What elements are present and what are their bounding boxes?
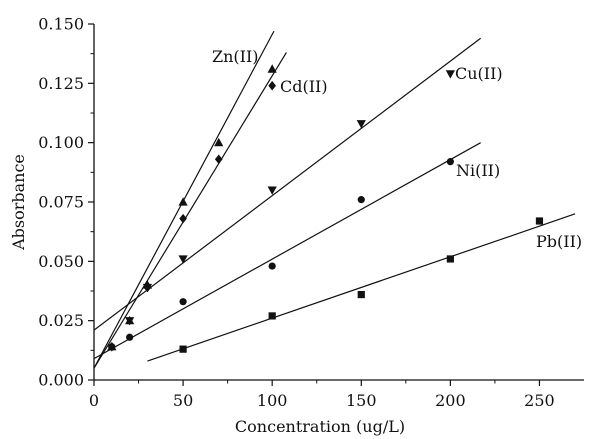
- fit-line-cdii: [93, 52, 287, 369]
- data-point-cuii: [178, 255, 188, 264]
- data-point-cuii: [125, 317, 135, 326]
- series-labels: Zn(II) Cd(II) Cu(II) Ni(II) Pb(II): [212, 47, 582, 251]
- data-point-cuii: [142, 283, 153, 293]
- x-tick-label: 0: [89, 391, 99, 410]
- data-point-pbii: [535, 217, 544, 225]
- y-tick-label: 0.100: [38, 133, 84, 152]
- fit-line-cuii: [93, 37, 482, 331]
- data-point-cuii: [445, 70, 455, 79]
- plot-frame: [93, 24, 584, 381]
- data-markers: [107, 64, 544, 353]
- data-point-niii: [446, 158, 454, 166]
- y-axis-title: Absorbance: [9, 154, 28, 251]
- y-tick-label: 0.075: [38, 193, 84, 212]
- x-tick-label: 250: [524, 391, 555, 410]
- series-label-ni: Ni(II): [456, 161, 500, 180]
- x-axis-ticks: 0 50 100 150 200 250: [89, 380, 555, 410]
- x-tick-label: 200: [435, 391, 466, 410]
- fit-line-niii: [93, 142, 481, 360]
- data-point-pbii: [446, 255, 454, 263]
- data-point-niii: [108, 343, 116, 351]
- data-point-znii: [178, 197, 188, 206]
- data-point-niii: [357, 196, 365, 204]
- x-tick-label: 150: [346, 391, 377, 410]
- data-point-cuii: [356, 120, 366, 129]
- data-point-cdii: [214, 154, 223, 165]
- y-tick-label: 0.025: [38, 311, 84, 330]
- data-point-pbii: [268, 312, 276, 320]
- y-tick-label: 0.125: [38, 74, 84, 93]
- fit-lines: [93, 30, 576, 369]
- y-axis-ticks: 0.000 0.025 0.050 0.075 0.100 0.125 0.150: [38, 15, 94, 390]
- data-point-pbii: [179, 345, 187, 353]
- x-axis-title: Concentration (ug/L): [235, 417, 405, 436]
- data-point-cdii: [179, 213, 187, 224]
- data-point-znii: [214, 137, 224, 147]
- y-tick-label: 0.050: [38, 252, 84, 271]
- data-point-niii: [268, 262, 276, 270]
- y-tick-label: 0.000: [38, 371, 84, 390]
- x-tick-label: 50: [173, 391, 193, 410]
- y-tick-label: 0.150: [38, 15, 84, 34]
- data-point-cuii: [267, 186, 277, 195]
- data-point-niii: [126, 333, 134, 341]
- data-point-pbii: [357, 290, 365, 299]
- fit-line-pbii: [147, 213, 576, 362]
- series-label-cd: Cd(II): [280, 77, 328, 96]
- series-label-pb: Pb(II): [536, 232, 582, 251]
- data-point-cdii: [268, 80, 276, 91]
- series-label-zn: Zn(II): [212, 47, 259, 66]
- series-label-cu: Cu(II): [455, 64, 503, 83]
- data-point-znii: [267, 64, 277, 73]
- x-tick-label: 100: [257, 391, 288, 410]
- data-point-niii: [179, 298, 187, 306]
